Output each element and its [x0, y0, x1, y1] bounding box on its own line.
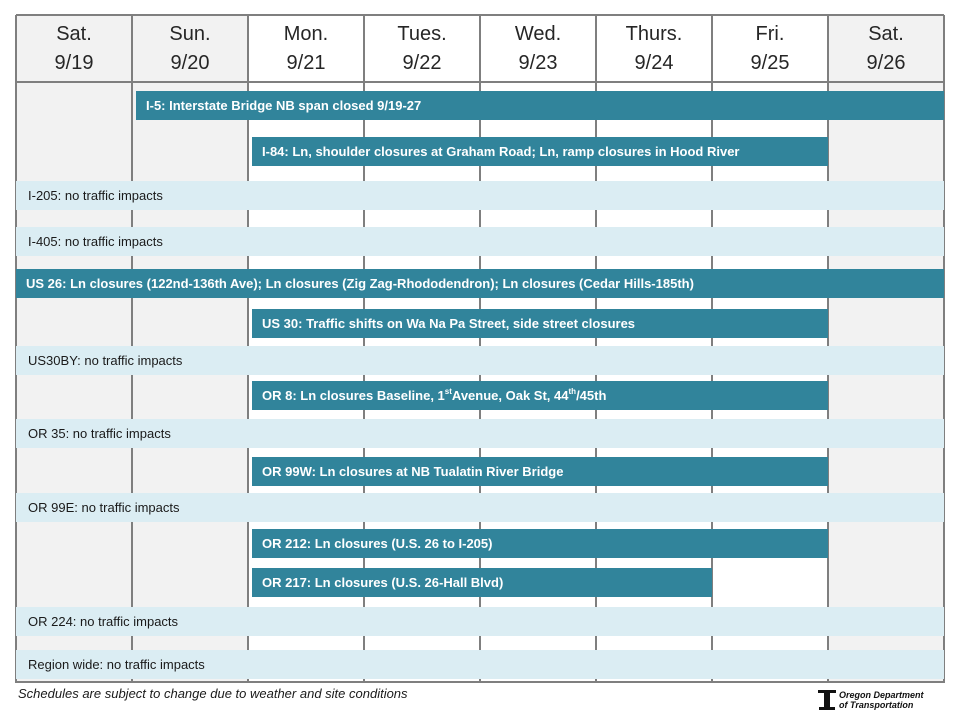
odot-logo-icon	[818, 690, 836, 710]
day-header: Sun. 9/20	[132, 15, 248, 83]
bar-text: OR 35: no traffic impacts	[28, 426, 171, 441]
footnote: Schedules are subject to change due to w…	[18, 686, 408, 701]
logo-text: Oregon Department of Transportation	[839, 690, 924, 710]
day-header: Mon. 9/21	[248, 15, 364, 83]
bar-text: OR 212: Ln closures (U.S. 26 to I-205)	[262, 536, 493, 551]
bar-text-part: /45th	[576, 388, 607, 403]
day-name: Sat.	[868, 23, 904, 45]
route-bar-i-84: I-84: Ln, shoulder closures at Graham Ro…	[252, 137, 828, 166]
day-name: Tues.	[397, 23, 447, 45]
route-bar-region-wide: Region wide: no traffic impacts	[16, 650, 944, 679]
bar-text: US 30: Traffic shifts on Wa Na Pa Street…	[262, 316, 636, 331]
day-date: 9/25	[750, 52, 790, 74]
route-bar-us-26: US 26: Ln closures (122nd-136th Ave); Ln…	[16, 269, 944, 298]
day-name: Wed.	[514, 23, 562, 45]
route-bar-or-99w: OR 99W: Ln closures at NB Tualatin River…	[252, 457, 828, 486]
grid-hline	[16, 81, 944, 83]
bar-text: I-84: Ln, shoulder closures at Graham Ro…	[262, 144, 740, 159]
route-bar-or-224: OR 224: no traffic impacts	[16, 607, 944, 636]
logo-line1: Oregon Department	[839, 690, 924, 700]
route-bar-us30by: US30BY: no traffic impacts	[16, 346, 944, 375]
route-bar-i-405: I-405: no traffic impacts	[16, 227, 944, 256]
day-name: Sun.	[169, 23, 211, 45]
day-name: Fri.	[755, 23, 785, 45]
day-name: Mon.	[283, 23, 329, 45]
bar-text: Region wide: no traffic impacts	[28, 657, 205, 672]
day-date: 9/24	[634, 52, 674, 74]
day-header: Tues. 9/22	[364, 15, 480, 83]
route-bar-i-5: I-5: Interstate Bridge NB span closed 9/…	[136, 91, 944, 120]
bar-text: US30BY: no traffic impacts	[28, 353, 183, 368]
day-date: 9/21	[286, 52, 326, 74]
day-header: Wed. 9/23	[480, 15, 596, 83]
day-date: 9/26	[866, 52, 906, 74]
day-date: 9/19	[54, 52, 94, 74]
route-bar-or-35: OR 35: no traffic impacts	[16, 419, 944, 448]
bar-text: OR 99W: Ln closures at NB Tualatin River…	[262, 464, 564, 479]
day-date: 9/20	[170, 52, 210, 74]
logo-line2: of Transportation	[839, 700, 914, 710]
day-header: Thurs. 9/24	[596, 15, 712, 83]
day-name: Thurs.	[625, 23, 683, 45]
bar-text: OR 99E: no traffic impacts	[28, 500, 180, 515]
day-header: Fri. 9/25	[712, 15, 828, 83]
bar-text: US 26: Ln closures (122nd-136th Ave); Ln…	[26, 276, 694, 291]
route-bar-or-212: OR 212: Ln closures (U.S. 26 to I-205)	[252, 529, 828, 558]
bar-text-part: OR 8: Ln closures Baseline, 1	[262, 388, 445, 403]
schedule-grid: Sat. 9/19 Sun. 9/20 Mon. 9/21 Tues. 9/22 Wed. 9/2…	[15, 14, 945, 683]
grid-hline	[16, 14, 944, 16]
odot-logo: Oregon Department of Transportation	[818, 690, 924, 710]
route-bar-or-99e: OR 99E: no traffic impacts	[16, 493, 944, 522]
day-date: 9/23	[518, 52, 558, 74]
day-header: Sat. 9/19	[16, 15, 132, 83]
bar-text: OR 217: Ln closures (U.S. 26-Hall Blvd)	[262, 575, 504, 590]
route-bar-us-30: US 30: Traffic shifts on Wa Na Pa Street…	[252, 309, 828, 338]
route-bar-or-217: OR 217: Ln closures (U.S. 26-Hall Blvd)	[252, 568, 712, 597]
grid-vline	[943, 15, 945, 683]
day-header: Sat. 9/26	[828, 15, 944, 83]
day-name: Sat.	[56, 23, 92, 45]
day-date: 9/22	[402, 52, 442, 74]
route-bar-i-205: I-205: no traffic impacts	[16, 181, 944, 210]
grid-hline	[16, 681, 944, 683]
bar-text: I-205: no traffic impacts	[28, 188, 163, 203]
bar-text: OR 224: no traffic impacts	[28, 614, 179, 629]
bar-text-part: Avenue, Oak St, 44	[451, 388, 569, 403]
bar-text: I-405: no traffic impacts	[28, 234, 163, 249]
bar-text: I-5: Interstate Bridge NB span closed 9/…	[146, 98, 422, 113]
